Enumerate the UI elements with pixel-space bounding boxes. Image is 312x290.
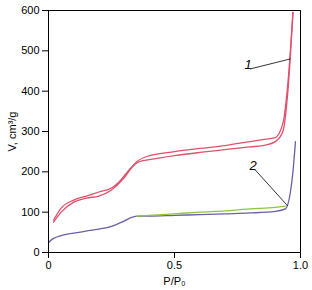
svg-text:P/P₀: P/P₀ (163, 275, 185, 287)
svg-text:0: 0 (45, 259, 51, 271)
svg-text:600: 600 (21, 4, 39, 16)
svg-text:1.0: 1.0 (293, 259, 308, 271)
svg-text:500: 500 (21, 44, 39, 56)
svg-text:0.5: 0.5 (167, 259, 182, 271)
svg-text:1: 1 (244, 57, 251, 72)
svg-text:100: 100 (21, 206, 39, 218)
svg-text:300: 300 (21, 125, 39, 137)
svg-text:400: 400 (21, 85, 39, 97)
svg-text:0: 0 (33, 246, 39, 258)
svg-text:2: 2 (249, 158, 258, 173)
svg-text:200: 200 (21, 165, 39, 177)
svg-text:V, cm³/g: V, cm³/g (6, 112, 18, 152)
